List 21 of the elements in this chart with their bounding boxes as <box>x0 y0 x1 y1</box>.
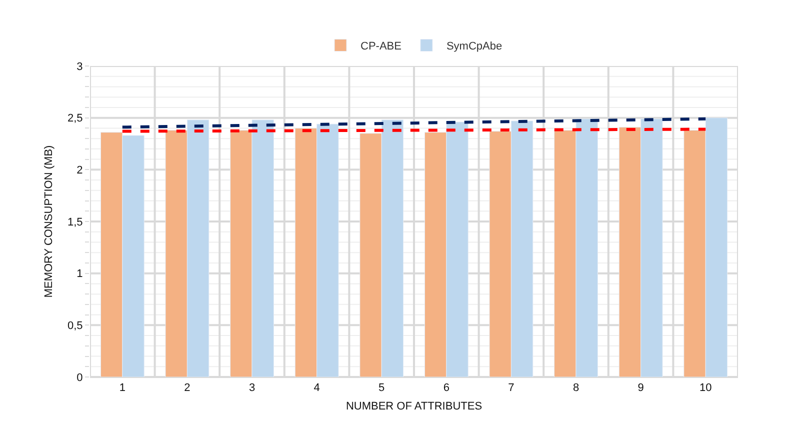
x-tick-label: 7 <box>508 382 514 394</box>
y-tick-label: 0,5 <box>68 320 83 332</box>
x-tick-label: 4 <box>314 382 320 394</box>
y-tick-label: 1 <box>76 268 83 280</box>
x-tick-label: 8 <box>572 382 580 394</box>
x-tick-label: 3 <box>248 382 256 394</box>
y-tick-label: 2 <box>76 164 83 177</box>
legend-label: CP-ABE <box>360 40 402 53</box>
y-tick-label: 2,5 <box>68 112 83 125</box>
x-tick-label: 10 <box>699 382 712 394</box>
legend-label: SymCpAbe <box>446 40 502 53</box>
x-tick-label: 9 <box>638 382 644 394</box>
x-tick-label: 5 <box>378 382 385 394</box>
y-tick-label: 0 <box>76 372 83 384</box>
y-tick-label: 1,5 <box>68 216 83 228</box>
y-axis-title: MEMORY CONSUPTION (MB) <box>43 145 56 298</box>
x-tick-label: 2 <box>184 382 190 394</box>
x-axis-title: NUMBER OF ATTRIBUTES <box>346 400 482 412</box>
x-tick-label: 1 <box>119 382 126 394</box>
x-tick-label: 6 <box>443 382 450 394</box>
y-tick-label: 3 <box>76 60 83 73</box>
